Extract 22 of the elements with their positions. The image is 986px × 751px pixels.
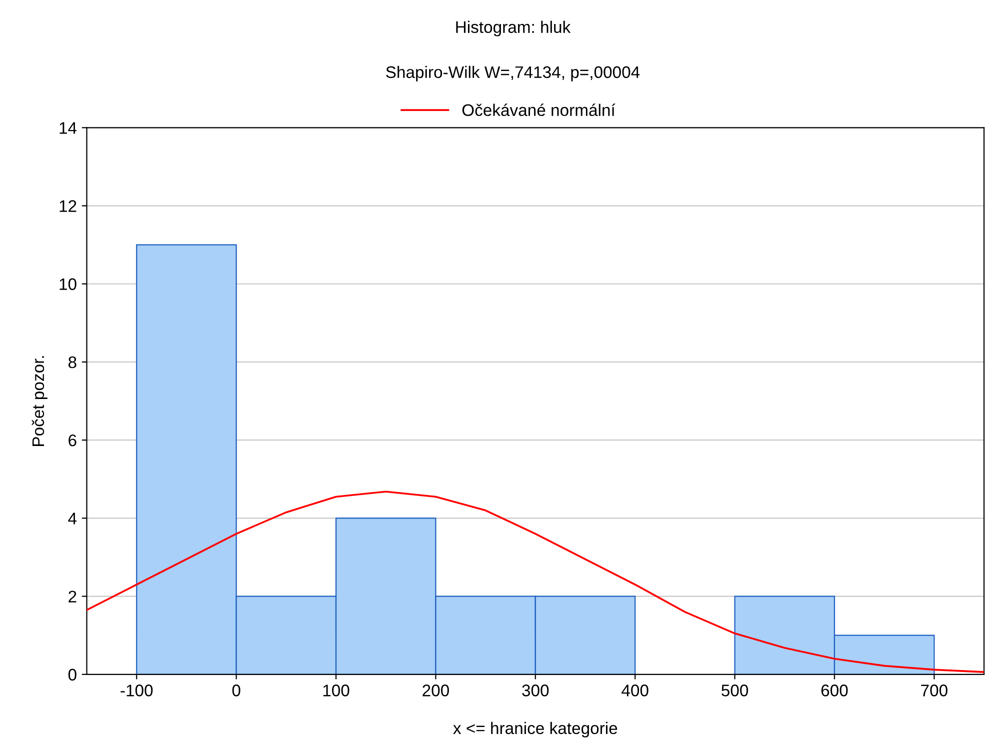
- x-tick-label: -100: [120, 684, 153, 696]
- y-axis-title: Počet pozor.: [32, 356, 48, 446]
- x-tick-label: 600: [821, 684, 848, 696]
- x-tick-label: 500: [722, 684, 748, 696]
- x-tick-label: 200: [422, 684, 449, 696]
- y-tick-label: 8: [68, 356, 76, 368]
- y-tick-label: 14: [60, 122, 77, 134]
- chart-title: Histogram: hluk: [456, 20, 571, 36]
- x-tick-label: 100: [323, 684, 350, 696]
- y-tick-label: 10: [60, 278, 76, 290]
- y-tick-label: 6: [68, 434, 76, 446]
- legend-label: Očekávané normální: [462, 104, 616, 116]
- chart-subtitle: Shapiro-Wilk W=,74134, p=,00004: [386, 66, 640, 82]
- x-tick-label: 700: [921, 684, 948, 696]
- x-tick-label: 0: [232, 684, 240, 696]
- y-tick-label: 4: [68, 512, 77, 524]
- y-tick-label: 0: [68, 668, 76, 681]
- y-tick-label: 2: [68, 590, 76, 602]
- x-axis-title: x <= hranice kategorie: [453, 722, 618, 738]
- x-tick-label: 300: [522, 684, 549, 696]
- y-tick-label: 12: [60, 200, 76, 212]
- x-tick-label: 400: [622, 684, 648, 696]
